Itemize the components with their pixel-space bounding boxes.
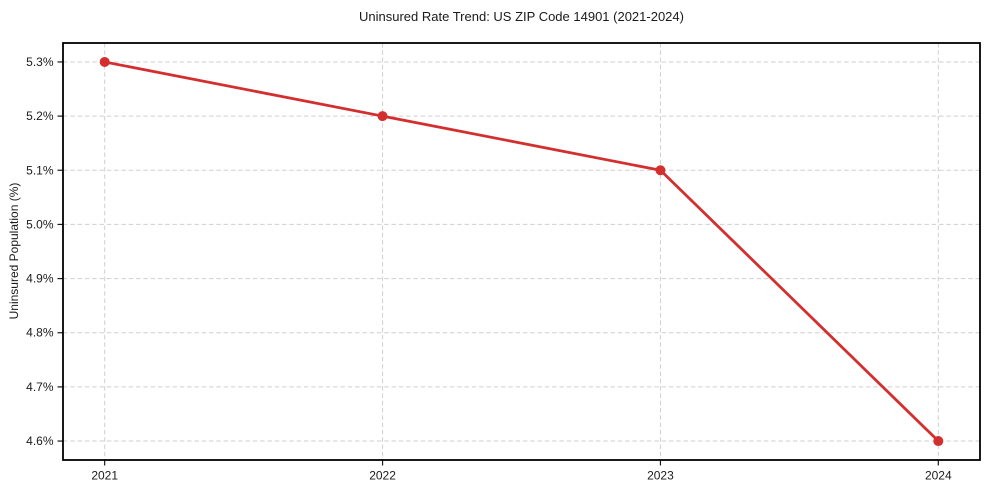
y-tick-label: 4.8% — [26, 326, 54, 340]
x-tick-label: 2024 — [925, 469, 952, 483]
y-tick-label: 4.7% — [26, 380, 54, 394]
x-tick-label: 2022 — [369, 469, 396, 483]
y-tick-label: 4.6% — [26, 434, 54, 448]
y-tick-label: 5.3% — [26, 55, 54, 69]
trend-line — [103, 60, 940, 443]
y-tick-label: 5.1% — [26, 163, 54, 177]
plot-border — [62, 42, 981, 461]
data-point-marker — [99, 56, 110, 67]
chart-title: Uninsured Rate Trend: US ZIP Code 14901 … — [359, 9, 684, 24]
y-tick-label: 4.9% — [26, 272, 54, 286]
data-point-marker — [377, 111, 388, 122]
x-tick-label: 2021 — [91, 469, 118, 483]
y-tick-label: 5.0% — [26, 217, 54, 231]
y-tick-label: 5.2% — [26, 109, 54, 123]
data-point-marker — [933, 436, 944, 447]
x-tick-label: 2023 — [647, 469, 674, 483]
data-point-marker — [655, 165, 666, 176]
